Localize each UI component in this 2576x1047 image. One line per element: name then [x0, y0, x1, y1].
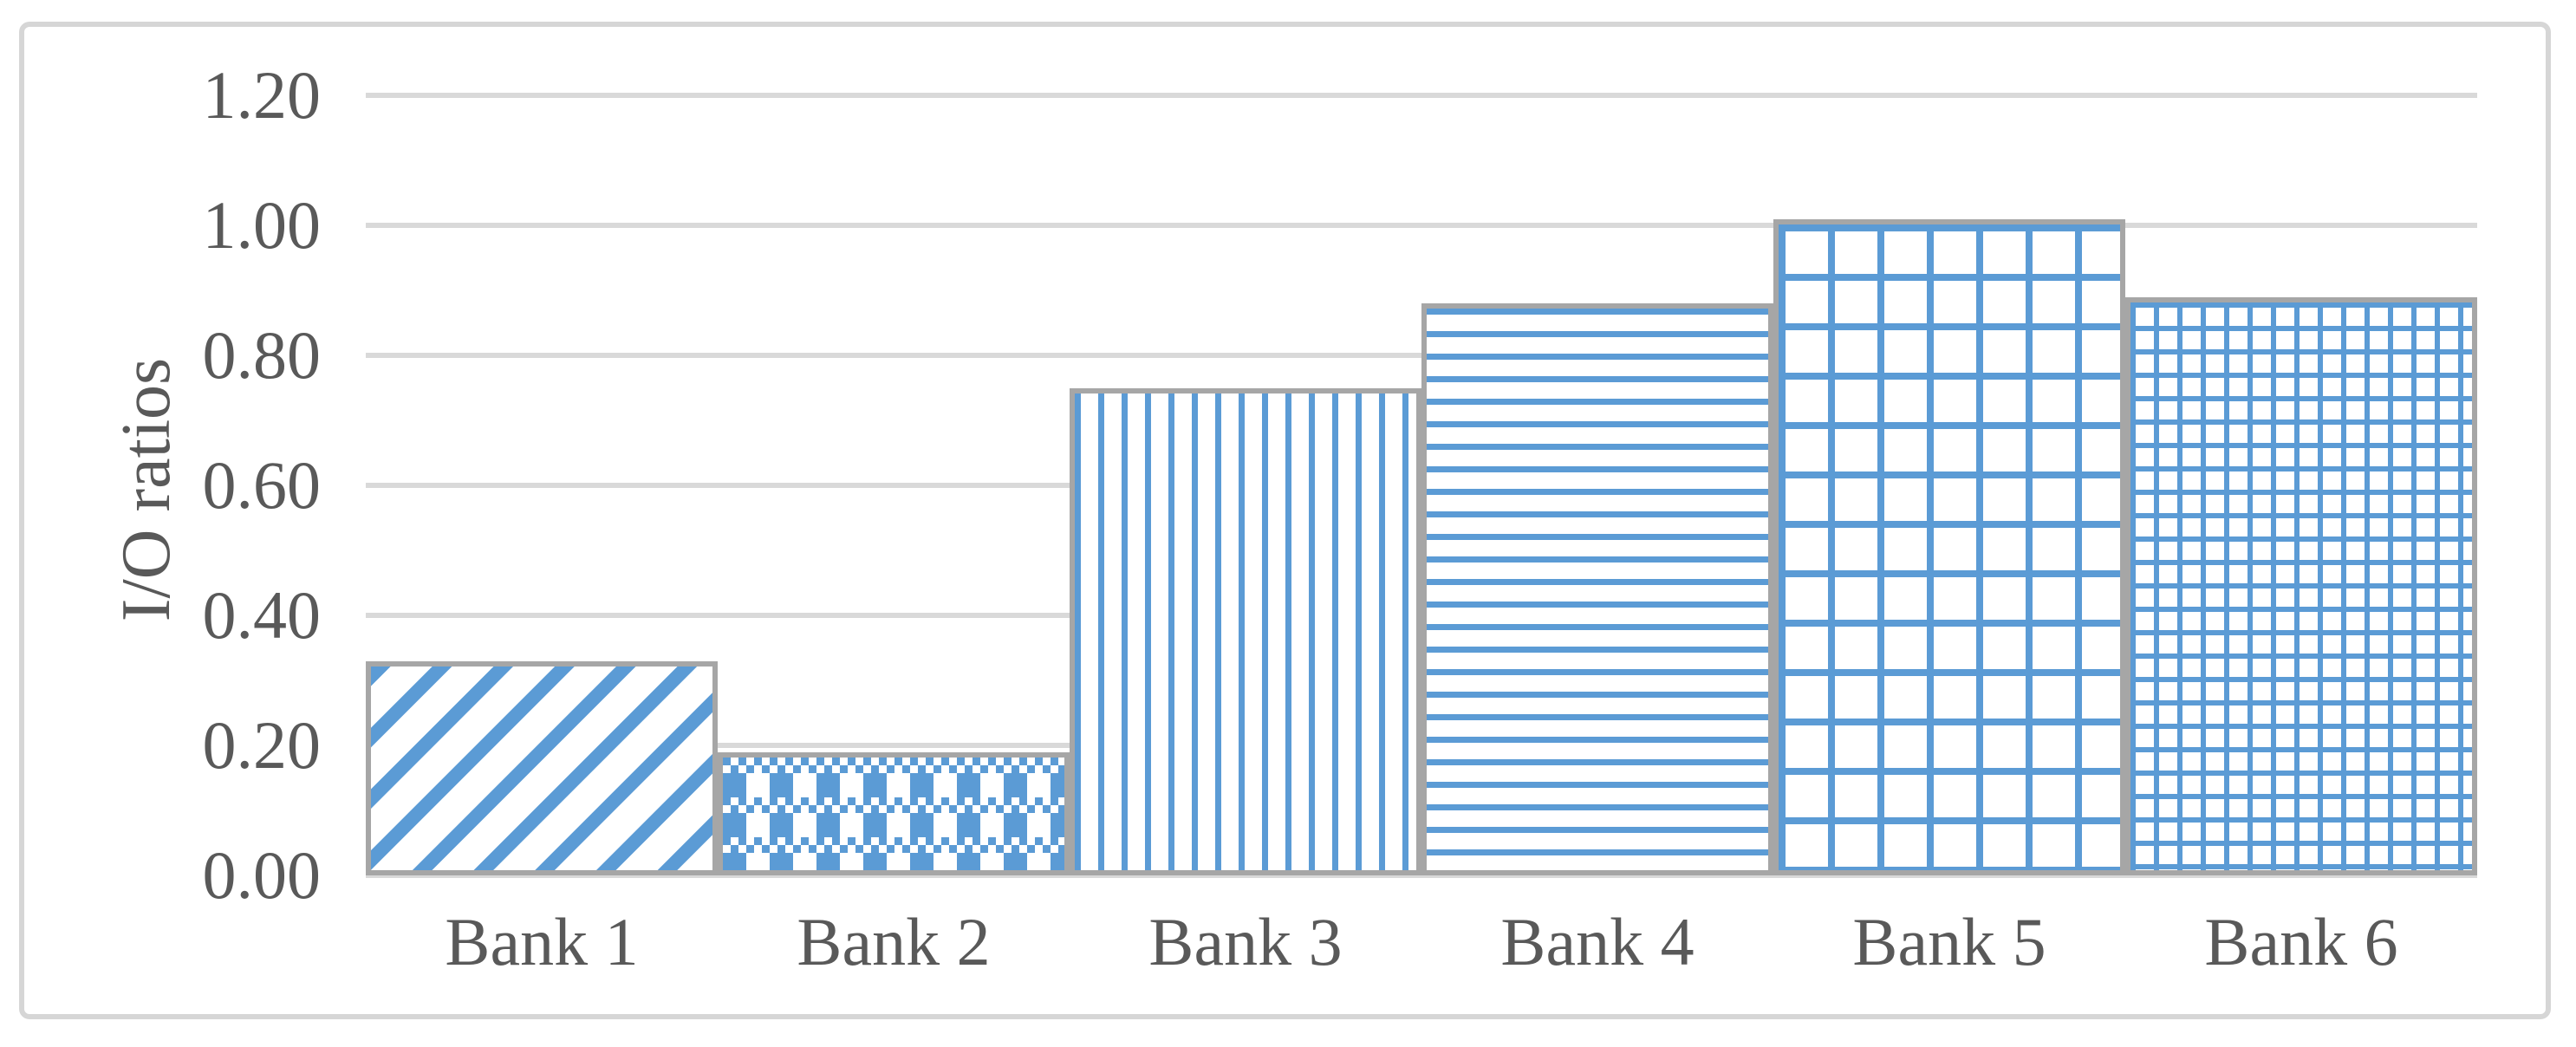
x-category-label-4: Bank 4: [1500, 904, 1695, 979]
bar-bank-3: [1070, 387, 1421, 875]
y-tick-label-0.00: 0.00: [202, 837, 322, 913]
y-tick-label-0.60: 0.60: [202, 447, 322, 523]
y-tick-label-0.20: 0.20: [202, 707, 322, 783]
gridline-0.00: [366, 873, 2477, 878]
bar-bank-2: [718, 751, 1070, 875]
y-tick-label-1.00: 1.00: [202, 187, 322, 263]
y-tick-label-0.40: 0.40: [202, 577, 322, 653]
bar-bank-6: [2125, 296, 2477, 875]
x-category-label-5: Bank 5: [1852, 904, 2046, 979]
x-category-label-2: Bank 2: [797, 904, 991, 979]
gridline-1.20: [366, 93, 2477, 98]
x-category-label-1: Bank 1: [445, 904, 639, 979]
bar-bank-1: [366, 660, 718, 875]
y-tick-label-0.80: 0.80: [202, 317, 322, 393]
bar-bank-4: [1421, 303, 1773, 875]
y-tick-label-1.20: 1.20: [202, 57, 322, 133]
gridline-1.00: [366, 223, 2477, 228]
plot-area: [366, 93, 2477, 878]
x-category-label-3: Bank 3: [1148, 904, 1343, 979]
bar-bank-5: [1773, 218, 2125, 875]
x-category-label-6: Bank 6: [2204, 904, 2398, 979]
